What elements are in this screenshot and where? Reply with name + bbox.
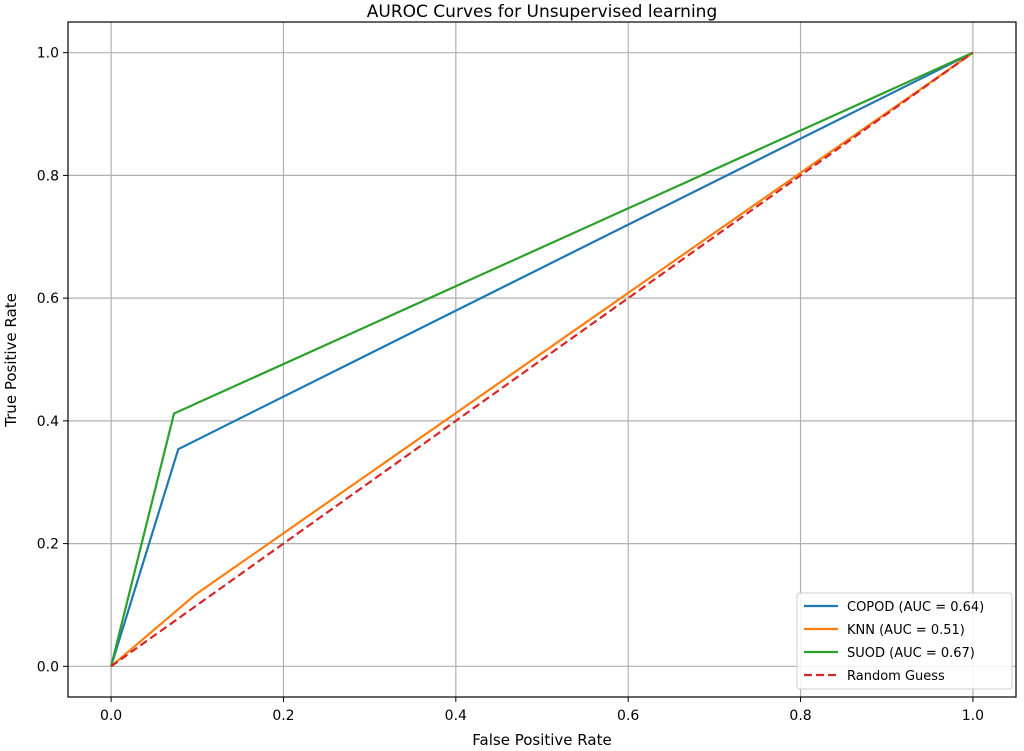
x-tick-label: 0.2 bbox=[272, 708, 294, 724]
series-lines bbox=[110, 51, 974, 668]
series-line-copod bbox=[110, 51, 974, 667]
x-tick-label: 0.8 bbox=[789, 708, 811, 724]
chart-title: AUROC Curves for Unsupervised learning bbox=[367, 2, 717, 22]
series-line-suod bbox=[110, 51, 974, 667]
grid bbox=[68, 22, 1016, 697]
series-line-random bbox=[110, 51, 974, 668]
x-tick-label: 0.4 bbox=[445, 708, 467, 724]
x-tick-label: 1.0 bbox=[962, 708, 984, 724]
series-line-knn bbox=[110, 51, 974, 668]
legend-label: KNN (AUC = 0.51) bbox=[847, 623, 965, 638]
legend-label: COPOD (AUC = 0.64) bbox=[847, 600, 984, 615]
y-tick-label: 0.6 bbox=[37, 291, 59, 307]
y-tick-label: 0.0 bbox=[37, 659, 59, 675]
plot-frame bbox=[67, 21, 1017, 698]
legend: COPOD (AUC = 0.64) KNN (AUC = 0.51) SUOD (… bbox=[796, 592, 1013, 690]
y-tick-label: 0.2 bbox=[37, 537, 59, 553]
legend-label: SUOD (AUC = 0.67) bbox=[847, 646, 975, 661]
legend-label: Random Guess bbox=[847, 669, 945, 684]
y-tick-label: 1.0 bbox=[37, 46, 59, 62]
x-axis-label: False Positive Rate bbox=[472, 731, 611, 749]
legend-box bbox=[796, 592, 1013, 690]
y-tick-label: 0.4 bbox=[37, 414, 59, 430]
y-tick-label: 0.8 bbox=[37, 168, 59, 184]
x-tick-label: 0.6 bbox=[617, 708, 639, 724]
y-axis-label: True Positive Rate bbox=[2, 293, 20, 428]
x-tick-label: 0.0 bbox=[100, 708, 122, 724]
ticks: 0.0 0.2 0.4 0.6 0.8 1.0 0.0 0.2 0.4 0.6 0.8 1.0 bbox=[37, 46, 984, 724]
